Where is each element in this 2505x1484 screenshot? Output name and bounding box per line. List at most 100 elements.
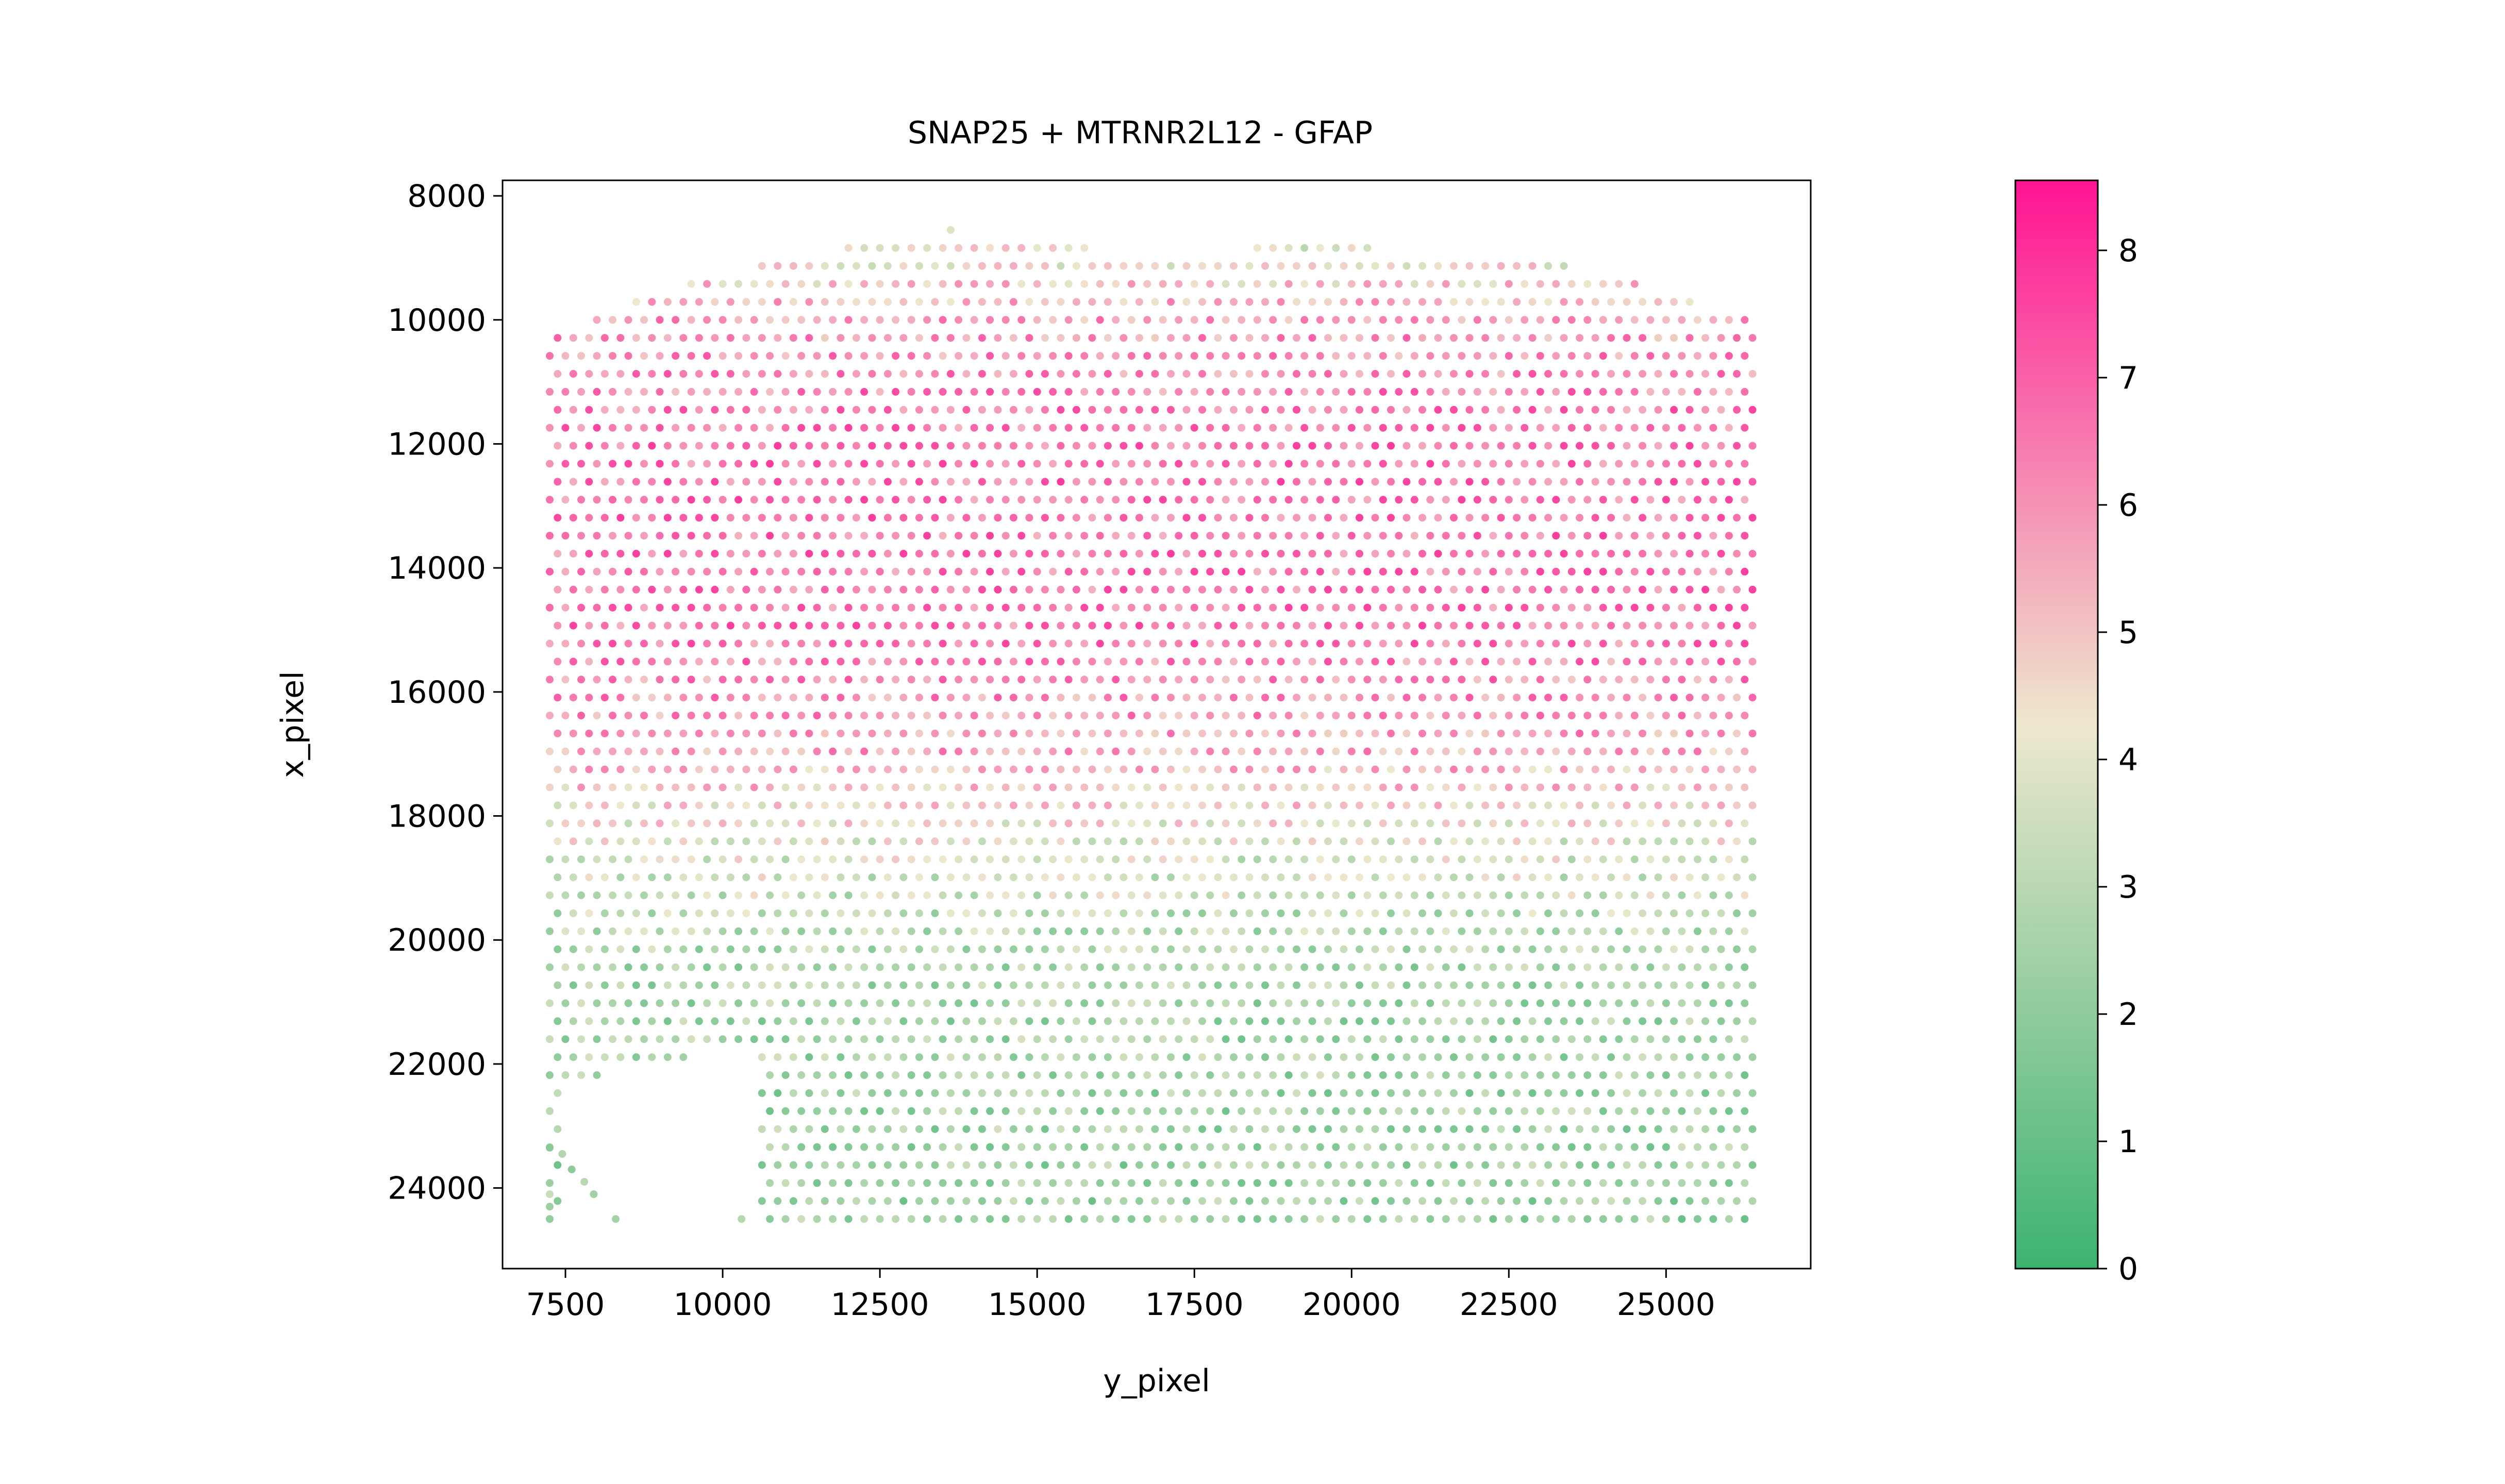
scatter-spot xyxy=(1693,1143,1701,1151)
scatter-spot xyxy=(1670,729,1678,737)
scatter-spot xyxy=(1615,387,1623,396)
scatter-spot xyxy=(585,1017,593,1025)
scatter-spot xyxy=(774,334,782,342)
scatter-spot xyxy=(939,1035,947,1043)
scatter-spot xyxy=(883,442,892,450)
scatter-spot xyxy=(554,909,562,917)
scatter-spot xyxy=(860,676,869,684)
scatter-spot xyxy=(1639,1089,1647,1097)
scatter-spot xyxy=(1112,1143,1120,1151)
scatter-spot xyxy=(1639,585,1647,594)
scatter-spot xyxy=(1733,873,1741,882)
scatter-spot xyxy=(1230,1053,1238,1061)
scatter-spot xyxy=(1269,1179,1277,1187)
scatter-spot xyxy=(1528,945,1537,953)
scatter-spot xyxy=(939,603,947,612)
scatter-spot xyxy=(1332,1143,1340,1151)
scatter-spot xyxy=(978,981,986,989)
scatter-spot xyxy=(789,801,797,810)
scatter-spot xyxy=(1175,1143,1183,1151)
scatter-spot xyxy=(1741,567,1749,576)
scatter-spot xyxy=(868,514,876,522)
scatter-spot xyxy=(1567,819,1576,828)
scatter-spot xyxy=(1662,496,1670,504)
scatter-spot xyxy=(1536,855,1544,864)
scatter-spot xyxy=(915,585,923,594)
scatter-spot xyxy=(1583,855,1592,864)
scatter-spot xyxy=(1418,981,1426,989)
scatter-spot xyxy=(1120,694,1128,702)
scatter-spot xyxy=(1017,244,1026,252)
scatter-spot xyxy=(1426,387,1434,396)
scatter-spot xyxy=(1591,729,1599,737)
scatter-spot xyxy=(1426,1179,1434,1187)
scatter-spot xyxy=(1143,532,1151,540)
scatter-spot xyxy=(1623,478,1631,486)
scatter-spot xyxy=(1544,1053,1552,1061)
scatter-spot xyxy=(1552,1143,1560,1151)
scatter-spot xyxy=(1615,712,1623,720)
scatter-spot xyxy=(1489,532,1497,540)
scatter-spot xyxy=(1049,352,1057,360)
scatter-spot xyxy=(1230,1125,1238,1133)
scatter-spot xyxy=(663,873,672,882)
scatter-spot xyxy=(1748,550,1757,558)
scatter-spot xyxy=(955,712,963,720)
scatter-spot xyxy=(577,387,585,396)
scatter-spot xyxy=(1072,873,1080,882)
scatter-spot xyxy=(1033,1215,1041,1223)
scatter-spot xyxy=(1041,334,1049,342)
scatter-spot xyxy=(1277,406,1285,414)
scatter-spot xyxy=(1528,801,1537,810)
scatter-spot xyxy=(766,460,774,468)
scatter-spot xyxy=(1402,406,1411,414)
scatter-spot xyxy=(679,370,688,378)
scatter-spot xyxy=(852,1053,860,1061)
scatter-spot xyxy=(1222,424,1230,432)
scatter-spot xyxy=(1560,837,1568,846)
scatter-spot xyxy=(1363,1071,1372,1079)
x-tick-label: 12500 xyxy=(831,1287,929,1323)
scatter-spot xyxy=(1277,1125,1285,1133)
scatter-spot xyxy=(648,585,656,594)
scatter-spot xyxy=(703,603,711,612)
scatter-spot xyxy=(1347,891,1356,899)
scatter-spot xyxy=(1356,585,1363,594)
scatter-spot xyxy=(672,855,680,864)
scatter-spot xyxy=(1167,657,1175,666)
y-tick-label: 8000 xyxy=(407,178,486,214)
scatter-spot xyxy=(1363,891,1372,899)
scatter-spot xyxy=(1458,460,1466,468)
scatter-spot xyxy=(1041,1125,1049,1133)
scatter-spot xyxy=(1190,280,1198,288)
scatter-spot xyxy=(852,550,860,558)
scatter-spot xyxy=(1693,603,1701,612)
scatter-spot xyxy=(1300,819,1309,828)
scatter-spot xyxy=(970,639,978,648)
scatter-spot xyxy=(1615,927,1623,935)
scatter-spot xyxy=(946,765,955,773)
scatter-spot xyxy=(569,837,577,846)
scatter-spot xyxy=(1104,1017,1112,1025)
scatter-spot xyxy=(1607,442,1615,450)
scatter-spot xyxy=(1402,1125,1411,1133)
scatter-spot xyxy=(750,747,758,755)
scatter-spot xyxy=(860,891,869,899)
x-tick-label: 17500 xyxy=(1145,1287,1244,1323)
scatter-spot xyxy=(1347,819,1356,828)
scatter-spot xyxy=(695,729,703,737)
scatter-spot xyxy=(1175,676,1183,684)
scatter-spot xyxy=(1316,963,1324,971)
scatter-spot xyxy=(1151,694,1159,702)
scatter-spot xyxy=(1206,567,1214,576)
scatter-spot xyxy=(797,316,806,324)
scatter-spot xyxy=(970,783,978,791)
scatter-spot xyxy=(1701,1053,1710,1061)
scatter-spot xyxy=(585,765,593,773)
scatter-spot xyxy=(1025,1017,1033,1025)
scatter-spot xyxy=(600,837,609,846)
scatter-spot xyxy=(1182,801,1191,810)
scatter-spot xyxy=(1693,747,1701,755)
scatter-spot xyxy=(1670,909,1678,917)
scatter-spot xyxy=(1308,1161,1316,1169)
